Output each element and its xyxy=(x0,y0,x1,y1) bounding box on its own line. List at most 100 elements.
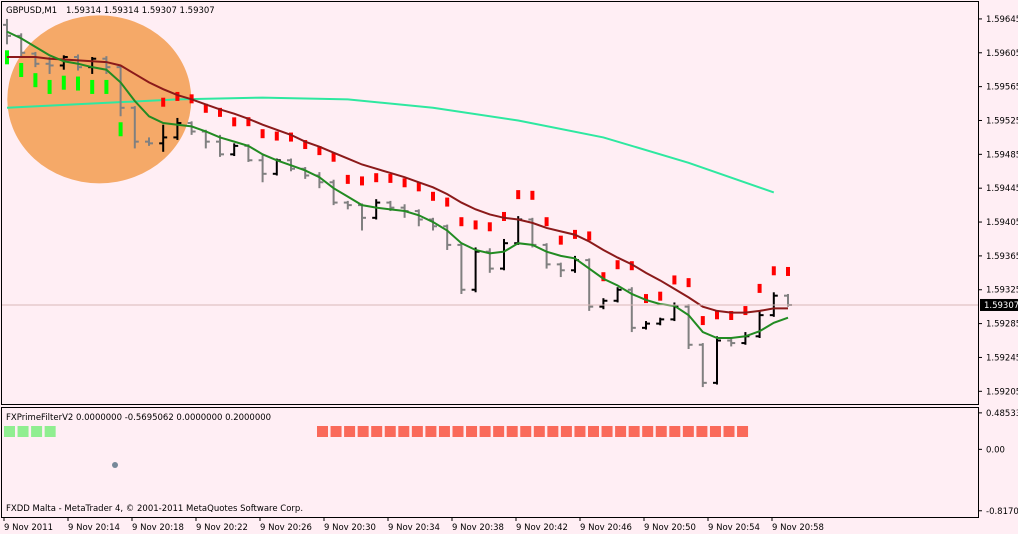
time-tick-label: 9 Nov 20:18 xyxy=(132,523,184,533)
sell-arrow xyxy=(530,190,535,200)
price-tick-label: 1.59645 xyxy=(986,15,1018,25)
time-axis: 9 Nov 2011 9 Nov 20:14 9 Nov 20:18 9 Nov 20… xyxy=(3,517,824,533)
filter-sell-block xyxy=(669,426,681,437)
sell-arrow xyxy=(487,222,492,232)
current-price-box xyxy=(980,298,1018,311)
buy-arrow xyxy=(76,76,80,91)
price-tick-label: 1.59525 xyxy=(986,116,1018,126)
indicator-tick-label: 0.485338 xyxy=(986,409,1018,419)
sell-arrow xyxy=(629,261,634,271)
sell-arrow xyxy=(516,190,521,200)
filter-sell-block xyxy=(357,426,369,437)
filter-dot xyxy=(112,462,118,468)
price-tick-label: 1.59605 xyxy=(986,49,1018,59)
price-tick-label: 1.59245 xyxy=(986,353,1018,363)
symbol-label: GBPUSD,M1 xyxy=(6,6,57,16)
sell-arrow xyxy=(416,182,421,192)
sell-arrow xyxy=(459,217,464,227)
filter-sell-block xyxy=(317,426,328,437)
sell-arrow xyxy=(402,178,407,188)
filter-sell-block xyxy=(384,426,396,437)
indicator-tick-label: 0.00 xyxy=(986,445,1005,455)
time-tick-label: 9 Nov 20:50 xyxy=(644,523,696,533)
sell-arrow xyxy=(161,97,166,107)
buy-arrow xyxy=(61,75,66,90)
sell-arrow xyxy=(658,291,663,301)
filter-sell-block xyxy=(737,426,749,437)
sell-arrow xyxy=(317,146,322,156)
sell-arrow xyxy=(644,294,648,304)
filter-sell-block xyxy=(398,426,410,437)
indicator-pane-border xyxy=(1,407,979,518)
filter-sell-block xyxy=(520,426,532,437)
filter-sell-block xyxy=(330,426,342,437)
sell-arrow xyxy=(587,231,592,241)
price-tick-label: 1.59405 xyxy=(986,218,1018,228)
filter-sell-block xyxy=(425,426,437,437)
filter-sell-block xyxy=(547,426,559,437)
filter-sell-block xyxy=(438,426,450,437)
filter-buy-block xyxy=(4,426,15,437)
sell-arrow xyxy=(558,235,563,245)
sell-arrow xyxy=(601,272,606,282)
filter-sell-block xyxy=(411,426,423,437)
filter-sell-block xyxy=(452,426,464,437)
time-tick-label: 9 Nov 20:26 xyxy=(260,523,312,533)
sell-arrow xyxy=(615,260,620,270)
sell-arrow xyxy=(274,131,279,141)
time-tick-label: 9 Nov 20:54 xyxy=(708,523,760,533)
buy-arrow xyxy=(104,79,109,94)
sell-arrow xyxy=(544,217,549,227)
price-tick-label: 1.59365 xyxy=(986,252,1018,262)
buy-arrow xyxy=(33,73,38,88)
ma-fast-line xyxy=(6,30,789,339)
time-tick-label: 9 Nov 20:14 xyxy=(68,523,120,533)
sell-arrow xyxy=(303,140,308,150)
ohlc-label: 1.59314 1.59314 1.59307 1.59307 xyxy=(66,6,215,16)
sell-arrow xyxy=(360,176,364,186)
buy-arrow xyxy=(118,122,123,137)
ma-mid-line xyxy=(7,56,788,314)
sell-arrow xyxy=(757,283,762,293)
time-tick-label: 9 Nov 20:42 xyxy=(516,523,568,533)
time-tick-label: 9 Nov 20:30 xyxy=(324,523,376,533)
sell-arrow xyxy=(743,306,748,316)
indicator-layer: 0.485338 0.00 -0.817024 xyxy=(4,409,1018,517)
time-tick-label: 9 Nov 20:58 xyxy=(772,523,824,533)
sell-arrow xyxy=(431,191,435,201)
filter-sell-block xyxy=(601,426,613,437)
filter-sell-block xyxy=(344,426,356,437)
sell-arrow xyxy=(218,107,222,117)
sell-arrow xyxy=(331,152,336,162)
sell-arrow xyxy=(672,275,677,285)
filter-sell-block xyxy=(479,426,491,437)
sell-arrow xyxy=(786,266,790,276)
indicator-label: FXPrimeFilterV2 0.0000000 -0.5695062 0.0… xyxy=(6,413,271,423)
time-tick-label: 9 Nov 20:38 xyxy=(452,523,504,533)
buy-arrow xyxy=(47,79,52,94)
sell-arrow xyxy=(445,197,450,207)
copyright-label: FXDD Malta - MetaTrader 4, © 2001-2011 M… xyxy=(6,504,303,514)
price-axis: 1.59645 1.59605 1.59565 1.59525 1.59485 1.594… xyxy=(978,15,1018,397)
time-tick-label: 9 Nov 2011 xyxy=(4,523,53,533)
filter-sell-block xyxy=(709,426,721,437)
sell-arrow xyxy=(260,129,265,139)
sell-arrow xyxy=(729,310,734,320)
filter-sell-block xyxy=(723,426,735,437)
price-bars-layer xyxy=(3,18,792,388)
filter-sell-block xyxy=(655,426,667,437)
sell-arrow xyxy=(175,91,180,101)
buy-arrow xyxy=(90,79,95,94)
sell-arrow xyxy=(473,220,478,230)
filter-buy-block xyxy=(17,426,29,437)
filter-sell-block xyxy=(560,426,572,437)
chart-frame xyxy=(1,1,979,518)
filter-sell-block xyxy=(506,426,518,437)
filter-sell-block xyxy=(493,426,505,437)
time-tick-label: 9 Nov 20:34 xyxy=(388,523,440,533)
time-tick-label: 9 Nov 20:22 xyxy=(196,523,248,533)
sell-arrow xyxy=(246,117,251,127)
indicator-tick-label: -0.817024 xyxy=(986,507,1018,517)
